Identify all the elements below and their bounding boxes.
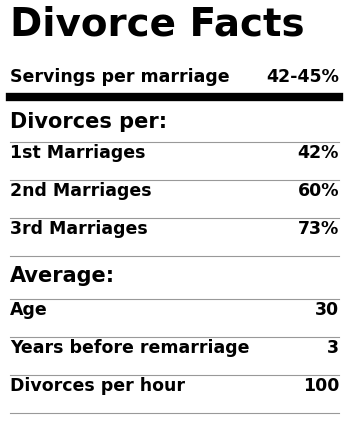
- Text: Divorce Facts: Divorce Facts: [10, 6, 305, 44]
- Text: Years before remarriage: Years before remarriage: [10, 338, 250, 356]
- Text: 60%: 60%: [297, 181, 339, 200]
- Text: 30: 30: [315, 300, 339, 318]
- Text: Divorces per:: Divorces per:: [10, 112, 167, 132]
- Text: 100: 100: [303, 376, 339, 394]
- Text: 42-45%: 42-45%: [266, 68, 339, 86]
- Text: 1st Marriages: 1st Marriages: [10, 144, 146, 161]
- Text: 3: 3: [327, 338, 339, 356]
- Text: 73%: 73%: [298, 220, 339, 237]
- Text: Age: Age: [10, 300, 48, 318]
- Text: 3rd Marriages: 3rd Marriages: [10, 220, 148, 237]
- Text: 2nd Marriages: 2nd Marriages: [10, 181, 151, 200]
- Text: Divorces per hour: Divorces per hour: [10, 376, 185, 394]
- Text: Servings per marriage: Servings per marriage: [10, 68, 230, 86]
- Text: 42%: 42%: [298, 144, 339, 161]
- Text: Average:: Average:: [10, 265, 115, 285]
